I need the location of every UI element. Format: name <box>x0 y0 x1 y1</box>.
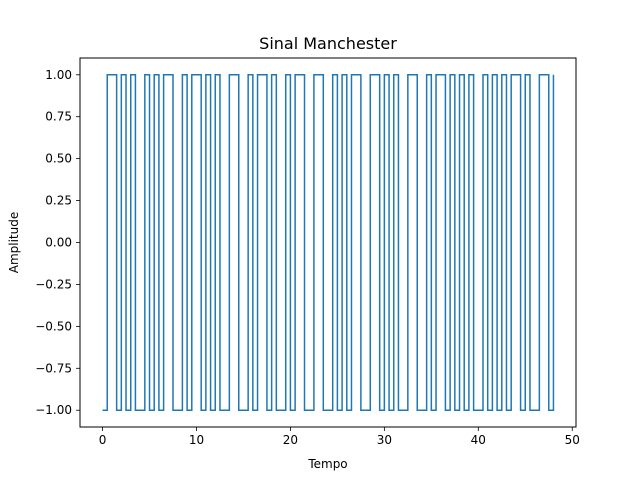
x-tick-label: 10 <box>189 433 204 447</box>
y-axis: −1.00 −0.75 −0.50 −0.25 0.00 0.25 0.50 0.75 1.00 <box>35 68 80 417</box>
x-tick-label: 0 <box>99 433 107 447</box>
y-tick-label: 1.00 <box>45 68 72 82</box>
y-tick-label: −1.00 <box>35 403 72 417</box>
y-tick-label: −0.50 <box>35 319 72 333</box>
x-tick-label: 30 <box>377 433 392 447</box>
plot-area <box>80 58 576 427</box>
x-axis-label: Tempo <box>307 457 347 471</box>
series-line-0 <box>102 74 555 411</box>
x-tick-label: 20 <box>283 433 298 447</box>
series-layer <box>102 74 555 411</box>
chart-title: Sinal Manchester <box>259 34 397 53</box>
y-tick-label: 0.00 <box>45 236 72 250</box>
y-tick-label: −0.25 <box>35 277 72 291</box>
x-tick-label: 50 <box>565 433 580 447</box>
y-tick-label: 0.75 <box>45 110 72 124</box>
y-tick-label: 0.25 <box>45 194 72 208</box>
y-axis-label: Amplitude <box>7 212 21 274</box>
y-tick-label: −0.75 <box>35 361 72 375</box>
x-axis: 0 10 20 30 40 50 <box>99 427 580 447</box>
x-tick-label: 40 <box>471 433 486 447</box>
y-tick-label: 0.50 <box>45 152 72 166</box>
